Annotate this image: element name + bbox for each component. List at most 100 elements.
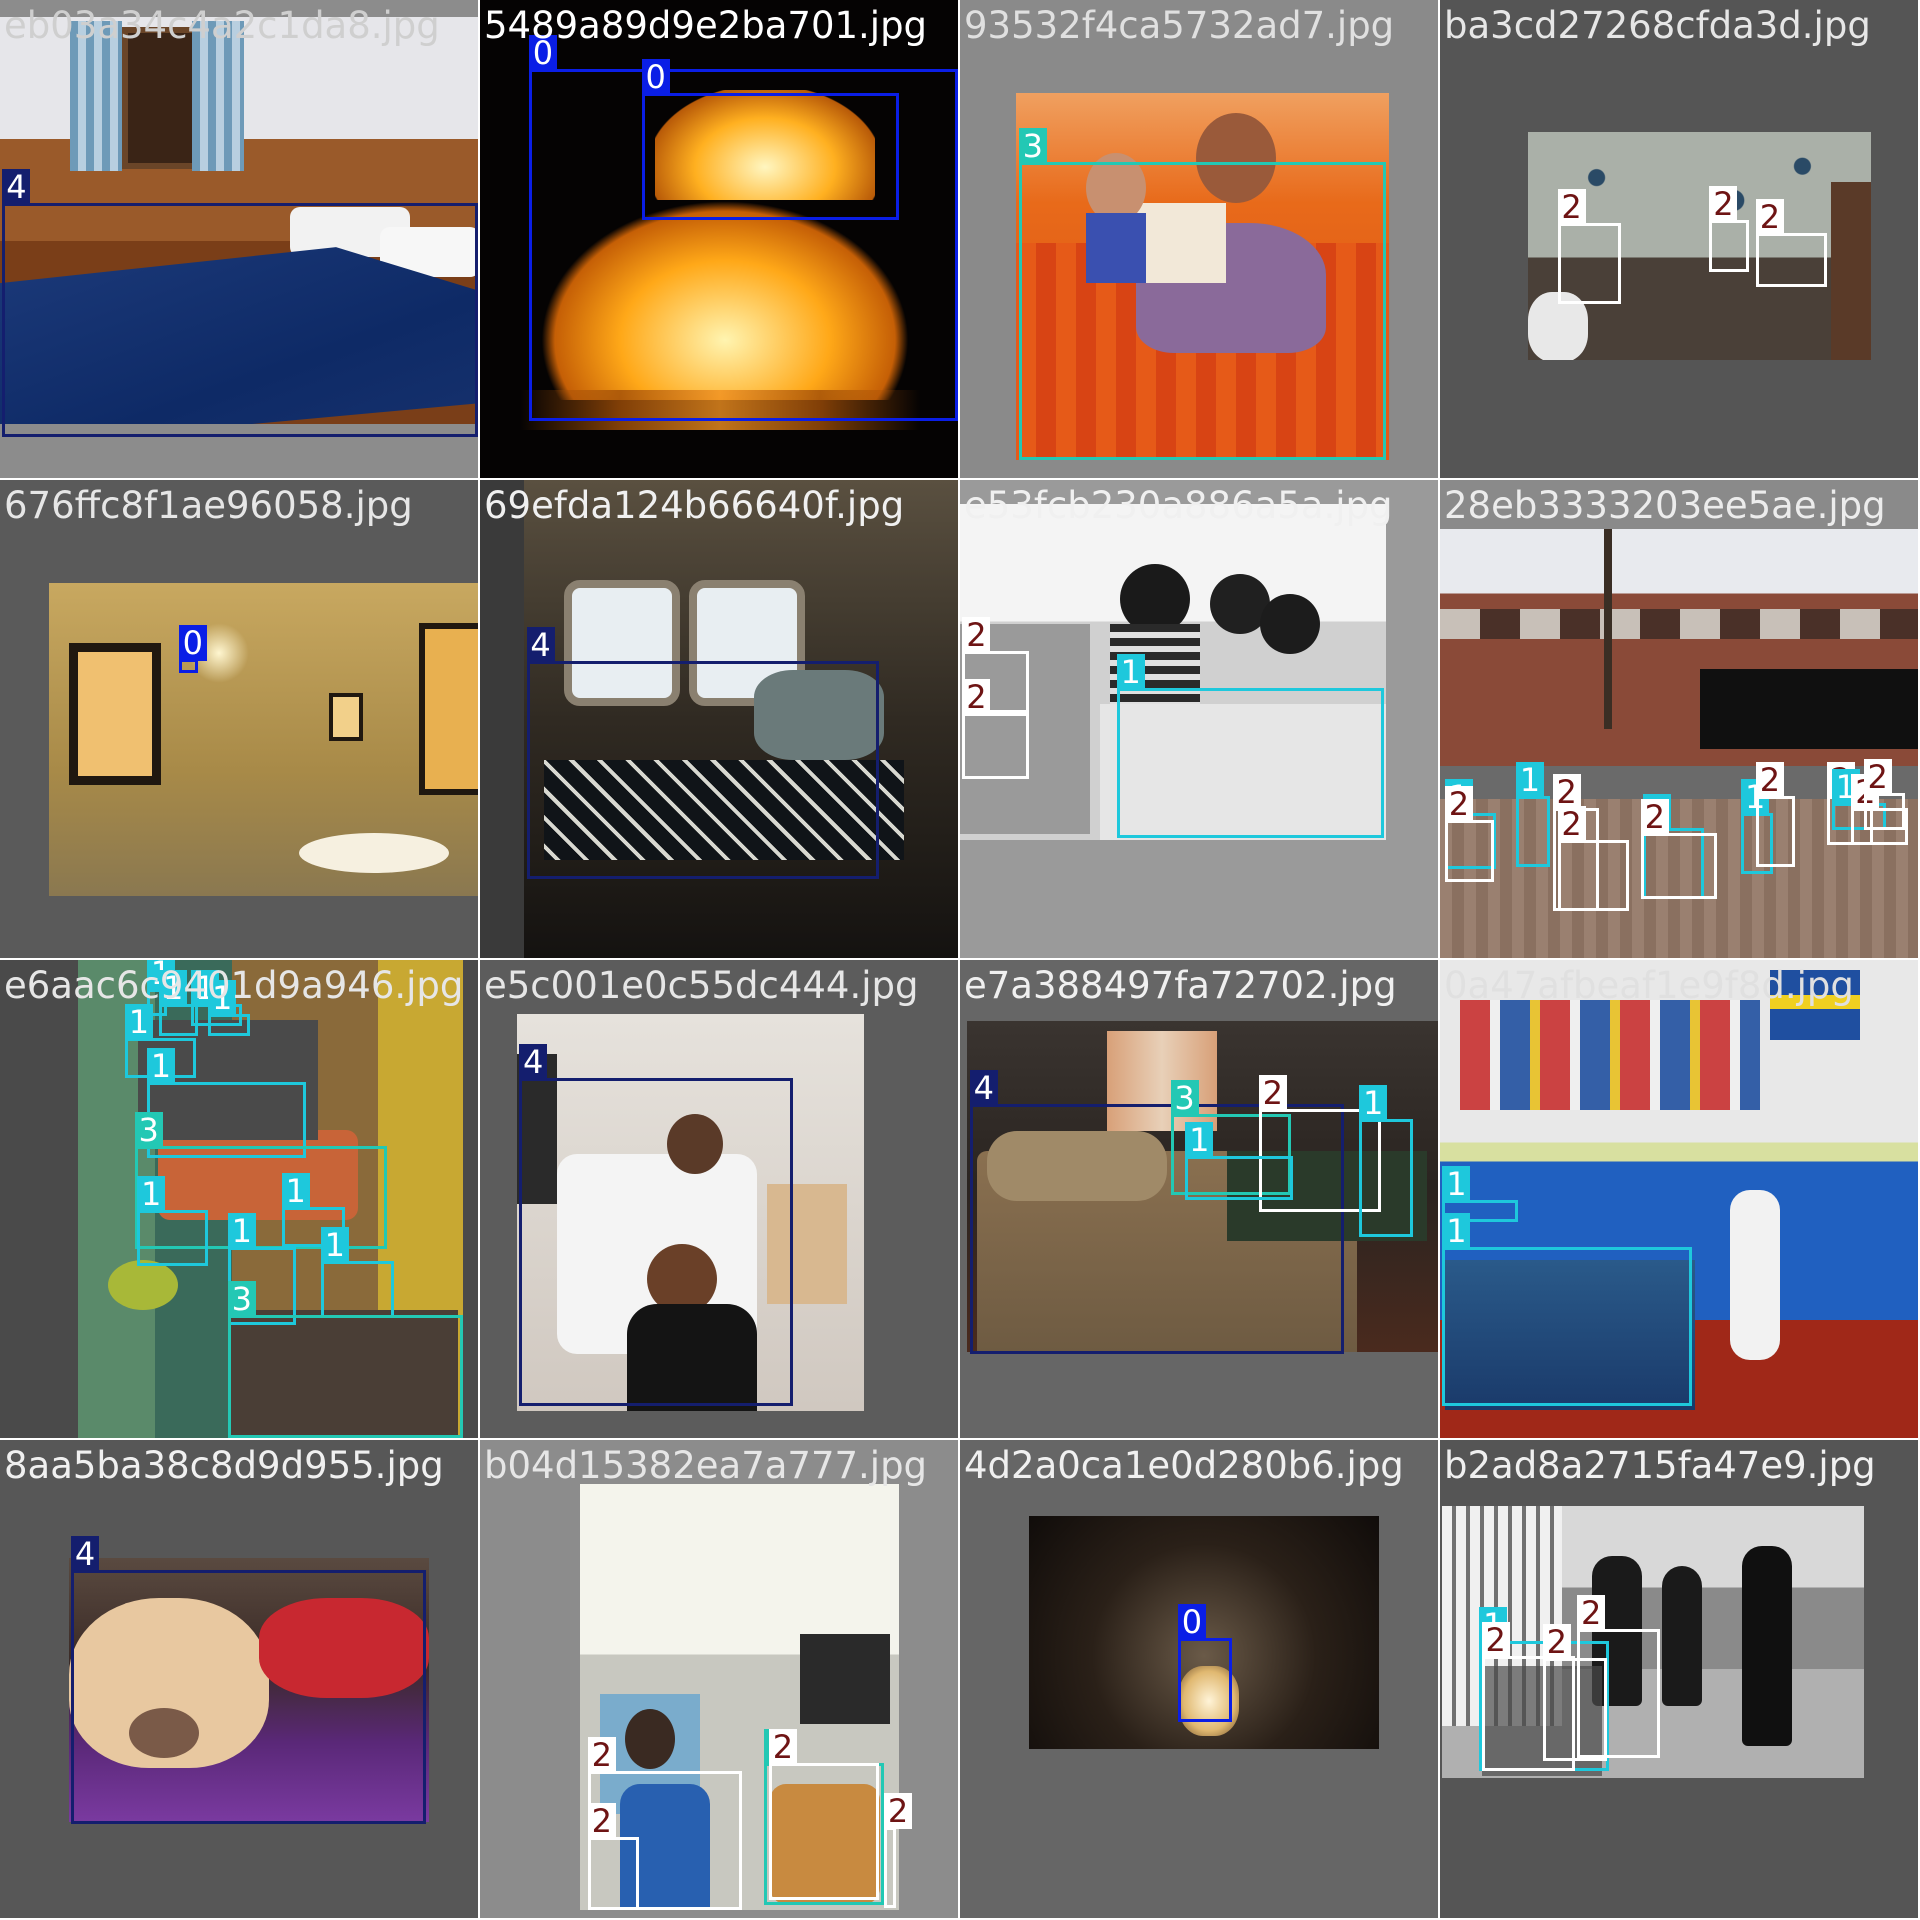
class-id-label: 2 — [1258, 1075, 1287, 1112]
detection-box: 3 — [1018, 127, 1387, 461]
detection-box: 1 — [1116, 654, 1384, 838]
class-id-label: 0 — [1177, 1604, 1206, 1641]
class-id-label: 2 — [1444, 786, 1473, 823]
detection-box: 2 — [1577, 1594, 1661, 1759]
image-tile: 4d2a0ca1e0d280b6.jpg 0 — [960, 1440, 1438, 1918]
class-id-label: 2 — [1557, 188, 1586, 225]
class-id-label: 2 — [1640, 798, 1669, 835]
class-id-label: 4 — [71, 1535, 100, 1572]
detection-box: 1 — [146, 1048, 307, 1159]
detection-box: 4 — [969, 1070, 1345, 1355]
detection-box: 3 — [1170, 1080, 1291, 1196]
detection-box: 2 — [1863, 759, 1906, 831]
class-id-label: 0 — [641, 59, 670, 96]
class-id-label: 2 — [1755, 761, 1784, 798]
detection-box: 1 — [320, 1227, 395, 1318]
class-id-label: 3 — [1018, 127, 1047, 164]
tile-photo — [1016, 93, 1389, 461]
image-tile: b04d15382ea7a777.jpg22322 — [480, 1440, 958, 1918]
image-tile: 28eb3333203ee5ae.jpg1212212122122 — [1440, 480, 1918, 958]
detection-box: 2 — [1755, 761, 1796, 867]
class-id-label: 3 — [1170, 1080, 1199, 1117]
tile-filename: 0a47afbeaf1e9f8d.jpg — [1444, 964, 1854, 1007]
detection-box: 0 — [178, 624, 207, 674]
tile-photo — [48, 582, 478, 897]
tile-photo — [1528, 132, 1871, 360]
image-tile: 676ffc8f1ae96058.jpg 0 — [0, 480, 478, 958]
class-id-label: 1 — [137, 1175, 166, 1212]
tile-filename: e53fcb230a886a5a.jpg — [964, 484, 1393, 527]
detection-box: 2 — [1557, 806, 1629, 912]
class-id-label: 1 — [1442, 1166, 1471, 1202]
detection-box: 2 — [1542, 1623, 1607, 1761]
tile-filename: e6aac6c9401d9a946.jpg — [4, 964, 464, 1007]
class-id-label: 4 — [2, 169, 31, 206]
detection-box: 0 — [1177, 1604, 1232, 1722]
tile-photo — [960, 504, 1387, 840]
detection-box: 1 — [208, 979, 250, 1036]
class-id-label: 1 — [1116, 654, 1145, 691]
tile-filename: eb03a34c4a2c1da8.jpg — [4, 4, 440, 47]
class-id-label: 1 — [1185, 1121, 1214, 1158]
tile-filename: 4d2a0ca1e0d280b6.jpg — [964, 1444, 1404, 1487]
class-id-label: 3 — [227, 1281, 256, 1318]
class-id-label: 2 — [884, 1792, 913, 1829]
tile-photo — [68, 1557, 429, 1823]
tile-filename: ba3cd27268cfda3d.jpg — [1444, 4, 1871, 47]
class-id-label: 2 — [1709, 186, 1738, 223]
class-id-label: 2 — [1755, 198, 1784, 235]
tile-photo — [1440, 528, 1918, 958]
class-id-label: 2 — [1577, 1594, 1606, 1631]
class-id-label: 4 — [519, 1043, 548, 1080]
class-id-label: 4 — [526, 627, 555, 664]
detection-box: 1 — [137, 1175, 209, 1267]
tile-photo — [0, 17, 478, 424]
detection-box: 2 — [1444, 786, 1494, 882]
class-id-label: 1 — [146, 1048, 175, 1085]
detection-box: 2 — [962, 678, 1029, 779]
detection-box: 4 — [519, 1043, 794, 1406]
class-id-label: 1 — [281, 1173, 310, 1210]
detection-box: 0 — [641, 59, 899, 221]
detection-box: 2 — [768, 1729, 880, 1901]
tile-filename: 676ffc8f1ae96058.jpg — [4, 484, 413, 527]
detection-box: 2 — [1640, 798, 1717, 899]
detection-box: 2 — [1557, 188, 1622, 304]
image-tile: e7a388497fa72702.jpg 4 3 2 1 1 — [960, 960, 1438, 1438]
detection-box: 4 — [2, 169, 478, 438]
detection-box: 2 — [1552, 774, 1600, 911]
tile-filename: 8aa5ba38c8d9d955.jpg — [4, 1444, 444, 1487]
image-tile: 93532f4ca5732ad7.jpg 3 — [960, 0, 1438, 478]
detection-box: 2 — [587, 1802, 640, 1911]
class-id-label: 2 — [962, 678, 991, 715]
class-id-label: 2 — [1481, 1621, 1510, 1658]
tile-filename: b04d15382ea7a777.jpg — [484, 1444, 928, 1487]
detection-box: 4 — [71, 1535, 427, 1825]
detection-box: 1 — [1442, 1166, 1519, 1223]
detection-box: 2 — [1258, 1075, 1382, 1213]
image-tile: 5489a89d9e2ba701.jpg 0 0 — [480, 0, 958, 478]
detection-box: 1 — [1442, 1212, 1693, 1406]
detection-box: 1 — [159, 970, 199, 1036]
tile-filename: e5c001e0c55dc444.jpg — [484, 964, 919, 1007]
class-id-label: 2 — [587, 1736, 616, 1773]
class-id-label: 2 — [1863, 759, 1892, 796]
image-tile: e6aac6c9401d9a946.jpg111111311113 — [0, 960, 478, 1438]
tile-filename: 5489a89d9e2ba701.jpg — [484, 4, 928, 47]
class-id-label: 3 — [134, 1112, 163, 1149]
tile-filename: e7a388497fa72702.jpg — [964, 964, 1397, 1007]
image-tile: e53fcb230a886a5a.jpg 2 2 1 — [960, 480, 1438, 958]
detection-box: 2 — [1755, 198, 1827, 287]
detection-box: 2 — [1709, 186, 1749, 272]
tile-photo — [1442, 1506, 1864, 1778]
detection-box: 0 — [528, 34, 958, 422]
tile-filename: 93532f4ca5732ad7.jpg — [964, 4, 1395, 47]
detection-box: 4 — [526, 627, 880, 880]
class-id-label: 2 — [1557, 806, 1586, 842]
detection-box: 1 — [1359, 1085, 1414, 1237]
class-id-label: 2 — [768, 1729, 797, 1766]
class-id-label: 1 — [227, 1212, 256, 1249]
class-id-label: 1 — [320, 1227, 349, 1264]
tile-filename: b2ad8a2715fa47e9.jpg — [1444, 1444, 1876, 1487]
